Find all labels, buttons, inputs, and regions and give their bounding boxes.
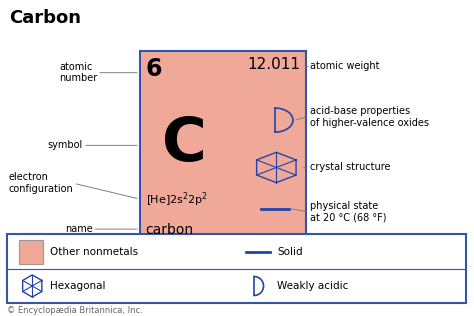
Text: acid-base properties
of higher-valence oxides: acid-base properties of higher-valence o… [310, 106, 429, 128]
Text: Weakly acidic: Weakly acidic [277, 281, 349, 291]
Text: C: C [163, 115, 207, 174]
Text: atomic
number: atomic number [59, 62, 97, 83]
Text: atomic weight: atomic weight [310, 61, 380, 71]
Text: carbon: carbon [146, 223, 194, 237]
Text: © Encyclopædia Britannica, Inc.: © Encyclopædia Britannica, Inc. [7, 306, 143, 315]
Bar [7, 234, 466, 303]
Text: 6: 6 [146, 57, 162, 81]
Text: Hexagonal: Hexagonal [50, 281, 105, 291]
Text: crystal structure: crystal structure [310, 162, 391, 173]
Text: physical state
at 20 °C (68 °F): physical state at 20 °C (68 °F) [310, 201, 387, 222]
Bar [140, 51, 306, 246]
Text: Carbon: Carbon [9, 9, 82, 27]
Text: name: name [64, 224, 92, 234]
Text: $\mathrm{[He]2s^{2}2p^{2}}$: $\mathrm{[He]2s^{2}2p^{2}}$ [146, 190, 208, 209]
Text: 12.011: 12.011 [247, 57, 300, 72]
Text: symbol: symbol [48, 140, 83, 150]
Text: Solid: Solid [277, 247, 303, 257]
Text: Other nonmetals: Other nonmetals [50, 247, 138, 257]
Text: electron
configuration: electron configuration [9, 173, 73, 194]
Bar [19, 240, 43, 264]
